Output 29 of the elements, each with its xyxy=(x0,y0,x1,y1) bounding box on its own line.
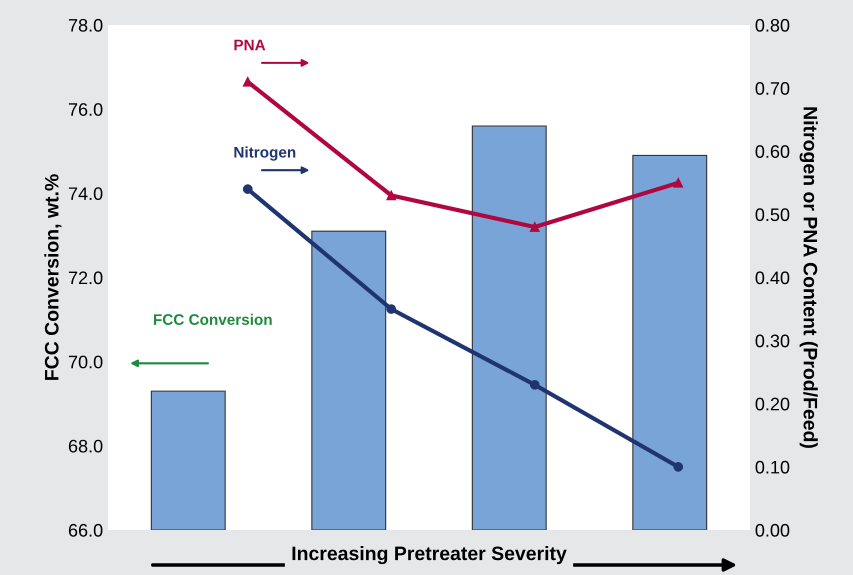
x-axis-title: Increasing Pretreater Severity xyxy=(292,546,567,564)
point xyxy=(673,462,684,472)
y-tick-label: 72.0 xyxy=(68,271,102,284)
point xyxy=(242,184,253,194)
y-tick-label: 0.80 xyxy=(756,18,790,32)
y-tick-label: 0.60 xyxy=(756,145,790,158)
y-tick-label: 0.10 xyxy=(756,460,790,474)
y-tick-label: 0.20 xyxy=(756,398,790,410)
point xyxy=(386,190,396,200)
y-tick-label: 0.30 xyxy=(756,334,790,348)
point xyxy=(673,178,684,188)
y-tick-label: 0.50 xyxy=(756,208,790,222)
y-tick-label: 68.0 xyxy=(68,440,102,453)
y-axis-title: FCC Conversion, wt.% xyxy=(44,174,62,380)
point xyxy=(386,304,396,314)
y-tick-label: 0.40 xyxy=(756,271,790,284)
y-tick-label: 76.0 xyxy=(68,103,102,116)
y-tick-label: 0.70 xyxy=(756,82,790,95)
series-label: PNA xyxy=(234,40,266,50)
y-tick-label: 66.0 xyxy=(68,524,102,537)
y-tick-label: 78.0 xyxy=(68,18,102,32)
annotation: FCC Conversion xyxy=(154,314,272,325)
y-tick-label: 74.0 xyxy=(68,187,102,200)
point xyxy=(530,222,540,232)
y-tick-label: 0.00 xyxy=(756,524,790,537)
point xyxy=(530,380,540,390)
series-label: Nitrogen xyxy=(234,146,296,161)
y-axis-title: Nitrogen or PNA Content (Prod/Feed) xyxy=(800,107,818,448)
y-tick-label: 70.0 xyxy=(68,356,102,368)
